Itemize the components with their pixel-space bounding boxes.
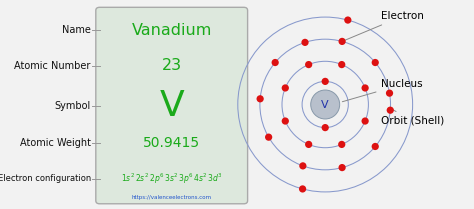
Text: Name: Name <box>62 25 91 35</box>
Circle shape <box>372 59 379 66</box>
Circle shape <box>372 143 379 150</box>
Circle shape <box>321 124 329 131</box>
Circle shape <box>387 107 394 114</box>
Circle shape <box>272 59 279 66</box>
Circle shape <box>301 39 309 46</box>
Text: Atomic Number: Atomic Number <box>14 61 91 71</box>
Circle shape <box>386 89 393 97</box>
Circle shape <box>344 17 351 24</box>
Circle shape <box>256 95 264 102</box>
Circle shape <box>362 117 369 125</box>
Text: Orbit (Shell): Orbit (Shell) <box>382 110 445 126</box>
Text: V: V <box>321 99 329 110</box>
Text: https://valenceelectrons.com: https://valenceelectrons.com <box>132 195 212 200</box>
Text: V: V <box>159 89 184 122</box>
Text: Atomic Weight: Atomic Weight <box>20 138 91 148</box>
Text: Vanadium: Vanadium <box>131 23 212 38</box>
Circle shape <box>338 61 346 68</box>
FancyBboxPatch shape <box>96 7 247 204</box>
Circle shape <box>338 141 346 148</box>
Text: $1s^2\,2s^2\,2p^6\,3s^2\,3p^6\,4s^2\,3d^3$: $1s^2\,2s^2\,2p^6\,3s^2\,3p^6\,4s^2\,3d^… <box>121 172 223 186</box>
Text: Electron configuration: Electron configuration <box>0 174 91 183</box>
Circle shape <box>265 134 272 141</box>
Circle shape <box>311 90 340 119</box>
Circle shape <box>362 84 369 92</box>
Circle shape <box>305 141 312 148</box>
Text: Nucleus: Nucleus <box>342 79 423 102</box>
Circle shape <box>305 61 312 68</box>
Circle shape <box>299 185 306 192</box>
Text: 50.9415: 50.9415 <box>143 136 201 150</box>
Text: Electron: Electron <box>345 11 424 40</box>
Circle shape <box>282 84 289 92</box>
Text: 23: 23 <box>162 58 182 73</box>
Circle shape <box>321 78 329 85</box>
Circle shape <box>338 38 346 45</box>
Circle shape <box>299 162 307 169</box>
Circle shape <box>282 117 289 125</box>
Circle shape <box>338 164 346 171</box>
Text: Symbol: Symbol <box>55 101 91 111</box>
